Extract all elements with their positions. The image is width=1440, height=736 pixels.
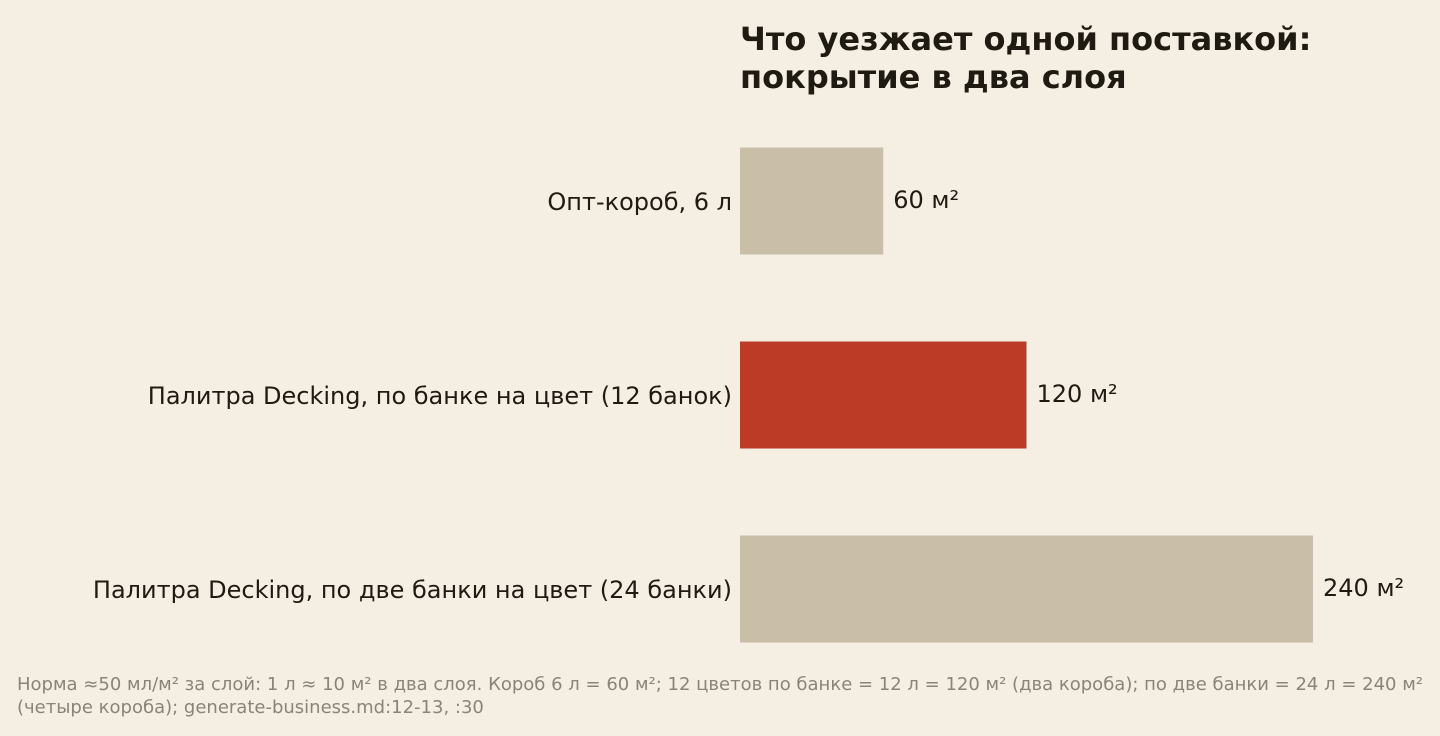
value-label: 60 м²	[893, 186, 959, 214]
category-label: Палитра Decking, по две банки на цвет (2…	[93, 576, 732, 604]
value-label: 240 м²	[1323, 574, 1404, 602]
bar	[740, 341, 1027, 449]
bar	[740, 535, 1313, 643]
category-label: Опт-короб, 6 л	[547, 188, 732, 216]
bar	[740, 147, 884, 255]
chart-title: Что уезжает одной поставкой: покрытие в …	[740, 20, 1312, 96]
footnote: Норма ≈50 мл/м² за слой: 1 л ≈ 10 м² в д…	[17, 674, 1424, 718]
category-label: Палитра Decking, по банке на цвет (12 ба…	[148, 382, 732, 410]
value-label: 120 м²	[1037, 380, 1118, 408]
